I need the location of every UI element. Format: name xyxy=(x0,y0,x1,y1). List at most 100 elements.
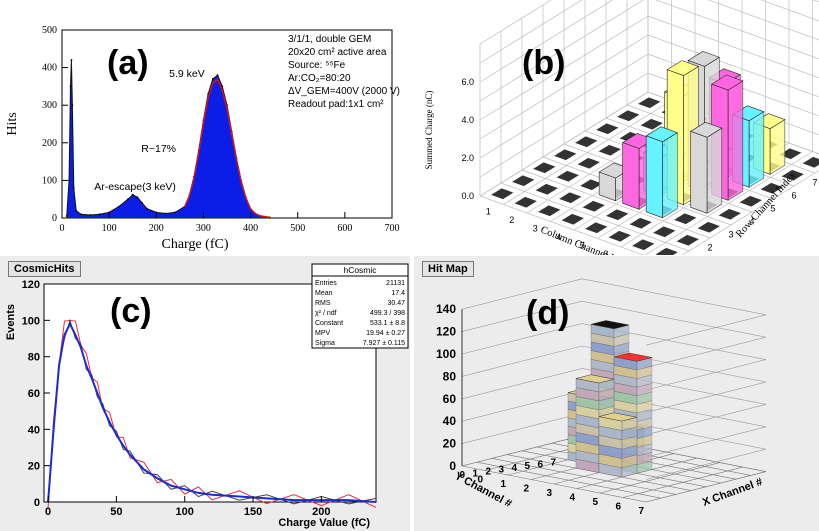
chart-b-grid-line xyxy=(667,170,819,265)
chart-d-column-top xyxy=(598,412,638,422)
chart-a-data-point xyxy=(69,85,72,88)
chart-b: 0.02.04.06.01234567812345678 (b) Column … xyxy=(424,0,819,276)
chart-b-bar-side xyxy=(706,127,723,214)
chart-b-z-tick-label: 6.0 xyxy=(461,77,474,87)
chart-b-floor-tile xyxy=(760,182,783,194)
chart-c-y-tick-label: 120 xyxy=(22,279,40,291)
chart-d-grid-line xyxy=(461,300,767,368)
chart-b-floor-tile xyxy=(535,183,558,195)
chart-d-x-tick-label: 5 xyxy=(593,497,599,508)
chart-c-stats-value: 17.4 xyxy=(391,290,405,297)
chart-a-data-point xyxy=(72,187,75,189)
chart-d-z-tick-label: 120 xyxy=(436,325,456,339)
chart-d-z-tick-label: 100 xyxy=(436,347,456,361)
chart-a-data-point xyxy=(70,59,73,61)
chart-b-floor-tile xyxy=(491,188,514,200)
chart-b-col-tick-label: 3 xyxy=(533,223,538,233)
chart-d-y-tick-label: 7 xyxy=(551,458,557,469)
chart-b-floor-tile xyxy=(598,144,621,156)
chart-b-floor-tile xyxy=(655,247,678,259)
chart-b-row-tick-label: 3 xyxy=(729,230,734,240)
chart-a-x-tick-label: 700 xyxy=(385,223,400,234)
chart-c-axes: 0 50 100 150 200 0 20 40 60 80 100 120 xyxy=(22,279,331,518)
chart-c-fit-curve xyxy=(47,321,377,503)
chart-d-x-tick-label: 6 xyxy=(616,501,622,512)
chart-d-grid-line xyxy=(461,368,767,436)
chart-b-bar-side xyxy=(662,132,678,219)
chart-d-z-tick-label: 60 xyxy=(443,392,457,406)
chart-c-stats-label: MPV xyxy=(315,330,331,337)
chart-b-zlabel: Summed Charge (nC) xyxy=(424,91,434,170)
chart-b-floor-tile xyxy=(739,195,762,207)
chart-a-data-point xyxy=(131,193,134,196)
chart-c-stats-label: Entries xyxy=(315,280,337,287)
chart-b-col-tick-label: 1 xyxy=(486,206,491,216)
chart-b-floor-tile xyxy=(718,208,741,220)
chart-a-axes: 0 100 200 300 400 500 600 700 0 100 200 300 400 500 xyxy=(42,25,400,234)
chart-b-floor-tile xyxy=(674,213,697,225)
chart-d-y-tick-label: 0 xyxy=(460,470,466,481)
chart-b-floor-tile xyxy=(512,175,535,187)
chart-d-y-tick-label: 6 xyxy=(538,459,544,470)
chart-a-data-point xyxy=(164,212,167,215)
chart-b-floor-tile xyxy=(617,110,640,122)
chart-a-data-point xyxy=(68,179,70,182)
chart-a-data-point xyxy=(136,196,139,199)
chart-a-y-tick-label: 300 xyxy=(42,100,57,111)
chart-b-bar-top xyxy=(710,74,744,91)
chart-c-stats-label: Sigma xyxy=(315,340,335,347)
chart-b-floor-tile xyxy=(781,169,804,181)
chart-b-col-tick-label: 6 xyxy=(603,249,608,255)
chart-b-floor-tile xyxy=(802,156,819,168)
chart-b-floor-tile xyxy=(596,123,619,135)
chart-c-stats-value: 7.927 ± 0.115 xyxy=(363,340,405,347)
chart-d-grid-line xyxy=(461,390,767,458)
chart-c-stats-label: Constant xyxy=(315,320,343,327)
chart-a-info-line: 3/1/1, double GEM xyxy=(288,34,371,45)
chart-a-info-line: 20x20 cm² active area xyxy=(288,47,387,58)
chart-c-stats-value: 19.94 ± 0.27 xyxy=(366,330,405,337)
chart-a-info-line: Ar:CO₂=80:20 xyxy=(288,73,351,84)
chart-c-stats-label: Mean xyxy=(315,290,333,297)
chart-c-canvas-title: CosmicHits xyxy=(8,261,81,277)
chart-b-floor-tile xyxy=(608,230,631,242)
chart-a-y-tick-label: 400 xyxy=(42,63,57,74)
chart-d-canvas-title: Hit Map xyxy=(422,261,474,277)
chart-a-fit-curve xyxy=(183,78,270,218)
chart-a-x-tick-label: 600 xyxy=(337,223,352,234)
chart-b-floor-tile xyxy=(676,234,699,246)
chart-b-bars xyxy=(598,50,786,219)
chart-a-y-tick-label: 100 xyxy=(42,175,57,186)
chart-b-bar-side xyxy=(769,119,786,175)
chart-c-x-tick-label: 100 xyxy=(176,506,194,518)
chart-b-row-tick-label: 5 xyxy=(771,204,776,214)
chart-c-xlabel: Charge Value (fC) xyxy=(278,517,370,529)
chart-d-panel-label: (d) xyxy=(526,294,569,332)
chart-c-x-tick-label: 0 xyxy=(45,506,51,518)
chart-b-grid-line xyxy=(479,0,819,64)
chart-d-floor-line xyxy=(599,462,721,494)
chart-c-stats-box: hCosmic Entries 21131 Mean 17.4 RMS 30.47 χ² / … xyxy=(311,263,409,349)
chart-a-x-tick-label: 500 xyxy=(290,223,305,234)
chart-b-floor-tile xyxy=(575,136,598,148)
chart-d-y-tick-label: 4 xyxy=(512,463,518,474)
chart-a-info-line: Readout pad:1x1 cm² xyxy=(288,99,384,110)
chart-c-stats-value: 499.3 / 398 xyxy=(370,310,405,317)
chart-a-y-tick-label: 200 xyxy=(42,138,57,149)
chart-a-annotation: Ar-escape(3 keV) xyxy=(94,181,176,193)
chart-d-x-tick-label: 0 xyxy=(478,474,484,485)
chart-b-bar-front xyxy=(690,130,708,214)
chart-b-floor-tile xyxy=(582,200,605,212)
chart-d-column-top xyxy=(575,374,615,384)
chart-a-panel-label: (a) xyxy=(107,44,149,82)
chart-b-row-tick-label: 7 xyxy=(813,178,818,188)
chart-c-stats-value: 30.47 xyxy=(387,300,405,307)
chart-b-floor-tile xyxy=(554,149,577,161)
chart-c-histogram-red xyxy=(47,320,377,508)
chart-b-grid-line xyxy=(644,151,813,256)
chart-d-column-top xyxy=(590,320,630,330)
chart-d-x-tick-label: 2 xyxy=(524,483,530,494)
chart-b-row-tick-label: 4 xyxy=(750,217,755,227)
